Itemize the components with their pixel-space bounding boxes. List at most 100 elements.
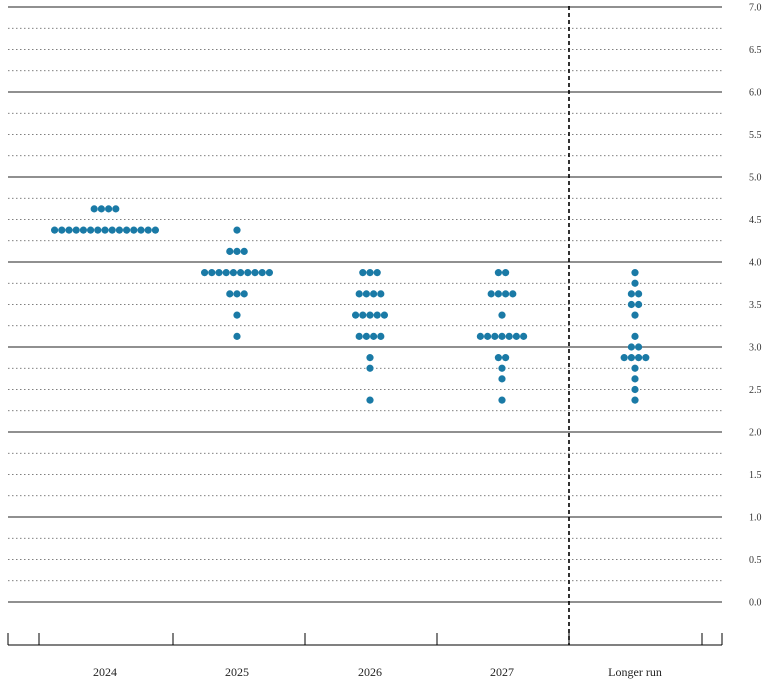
dot bbox=[222, 269, 230, 277]
dot bbox=[108, 226, 116, 234]
dot bbox=[229, 269, 237, 277]
y-tick-labels: 0.0 0.5 1.0 1.5 2.0 2.5 3.0 3.5 4.0 4.5 5.0 5.5 6.0 6… bbox=[749, 3, 762, 609]
dot bbox=[101, 226, 109, 234]
dot bbox=[373, 311, 381, 319]
dot bbox=[366, 396, 374, 404]
dot bbox=[51, 226, 59, 234]
dot bbox=[498, 332, 506, 340]
dot bbox=[233, 290, 241, 298]
dot bbox=[226, 247, 234, 255]
dot bbox=[208, 269, 216, 277]
dot bbox=[137, 226, 145, 234]
dot bbox=[258, 269, 266, 277]
dot bbox=[631, 375, 639, 383]
dot bbox=[377, 290, 385, 298]
dot bbox=[631, 385, 639, 394]
dot bbox=[498, 375, 506, 383]
dot bbox=[359, 269, 367, 277]
dot bbox=[520, 332, 528, 340]
dot bbox=[373, 269, 381, 277]
dot bbox=[627, 290, 636, 298]
dot bbox=[240, 247, 248, 255]
dot bbox=[494, 290, 502, 298]
dot bbox=[366, 354, 374, 362]
dot bbox=[505, 332, 513, 340]
category-label: 2026 bbox=[358, 665, 382, 679]
category-label: 2025 bbox=[225, 665, 249, 679]
dot bbox=[627, 300, 636, 309]
dot bbox=[494, 354, 502, 362]
y-tick-label: 7.0 bbox=[749, 3, 762, 14]
dot bbox=[87, 226, 95, 234]
dot bbox=[151, 226, 159, 234]
category-label: 2027 bbox=[490, 665, 514, 679]
y-tick-label: 3.0 bbox=[749, 343, 762, 354]
dot bbox=[226, 290, 234, 298]
category-labels: 2024 2025 2026 2027 Longer run bbox=[93, 665, 662, 679]
dot bbox=[502, 269, 510, 277]
dot bbox=[251, 269, 259, 277]
y-tick-label: 5.5 bbox=[749, 130, 762, 141]
dot bbox=[123, 226, 131, 234]
dot bbox=[509, 290, 517, 298]
dot bbox=[370, 290, 378, 298]
y-tick-label: 0.5 bbox=[749, 555, 762, 566]
y-tick-label: 1.0 bbox=[749, 513, 762, 524]
dot bbox=[233, 247, 241, 255]
category-label: 2024 bbox=[93, 665, 117, 679]
dot bbox=[476, 332, 484, 340]
dot bbox=[72, 226, 80, 234]
dot bbox=[97, 205, 105, 213]
dot bbox=[487, 290, 495, 298]
dot bbox=[79, 226, 87, 234]
dot bbox=[144, 226, 152, 234]
y-tick-label: 3.5 bbox=[749, 300, 762, 311]
dot bbox=[502, 290, 510, 298]
dot bbox=[58, 226, 66, 234]
y-tick-label: 2.0 bbox=[749, 428, 762, 439]
dot bbox=[105, 205, 113, 213]
dot bbox=[233, 226, 241, 234]
dot bbox=[635, 290, 643, 298]
dot bbox=[201, 269, 209, 277]
dot bbox=[494, 269, 502, 277]
dot bbox=[355, 290, 363, 298]
dots bbox=[51, 205, 650, 404]
dot bbox=[631, 332, 639, 340]
dot bbox=[631, 311, 639, 319]
dot bbox=[631, 269, 639, 277]
dot bbox=[370, 332, 378, 340]
dot bbox=[65, 226, 73, 234]
dot bbox=[635, 354, 643, 362]
y-tick-label: 0.0 bbox=[749, 598, 762, 609]
dot bbox=[635, 343, 643, 351]
dot bbox=[240, 290, 248, 298]
dot bbox=[233, 311, 241, 319]
dot bbox=[359, 311, 367, 319]
dot bbox=[94, 226, 102, 234]
dot bbox=[635, 300, 643, 309]
dot bbox=[631, 279, 639, 287]
y-tick-label: 6.5 bbox=[749, 45, 762, 56]
dot bbox=[244, 269, 252, 277]
dot bbox=[498, 396, 506, 404]
y-tick-label: 5.0 bbox=[749, 173, 762, 184]
dot bbox=[215, 269, 223, 277]
dot bbox=[627, 343, 636, 351]
y-tick-label: 2.5 bbox=[749, 385, 762, 396]
dot bbox=[352, 311, 360, 319]
dot bbox=[90, 205, 98, 213]
dot bbox=[631, 364, 639, 372]
dot bbox=[237, 269, 245, 277]
dot bbox=[366, 311, 374, 319]
dot bbox=[498, 311, 506, 319]
category-label: Longer run bbox=[608, 665, 662, 679]
dot bbox=[502, 354, 510, 362]
dot bbox=[484, 332, 492, 340]
dot bbox=[130, 226, 138, 234]
dot bbox=[362, 290, 370, 298]
dot bbox=[377, 332, 385, 340]
dot bbox=[491, 332, 499, 340]
dot bbox=[512, 332, 521, 340]
